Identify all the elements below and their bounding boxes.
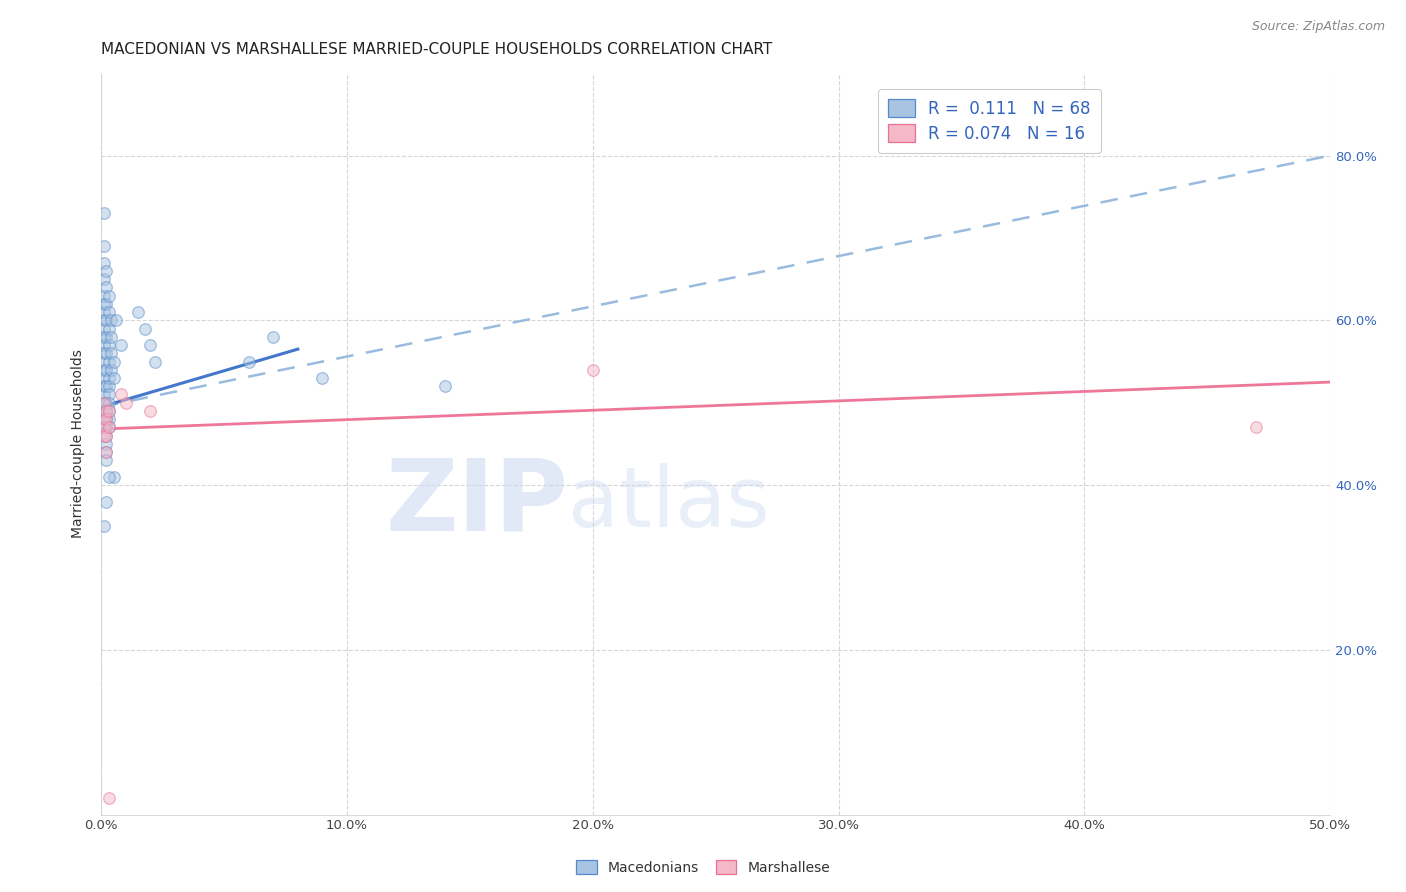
Point [238, 354, 260, 368]
Point [143, 354, 166, 368]
Point [94, 494, 117, 508]
Point [97, 305, 120, 319]
Point [100, 363, 122, 377]
Point [94, 346, 117, 360]
Point [97, 791, 120, 805]
Point [93, 330, 115, 344]
Point [94, 330, 117, 344]
Point [94, 395, 117, 409]
Point [94, 412, 117, 426]
Point [97, 371, 120, 385]
Point [103, 354, 125, 368]
Point [93, 412, 115, 426]
Point [93, 519, 115, 533]
Point [94, 280, 117, 294]
Point [93, 387, 115, 401]
Point [97, 338, 120, 352]
Point [93, 255, 115, 269]
Point [93, 420, 115, 434]
Point [94, 445, 117, 459]
Legend: Macedonians, Marshallese: Macedonians, Marshallese [571, 855, 835, 880]
Point [97, 354, 120, 368]
Point [93, 272, 115, 286]
Point [139, 404, 162, 418]
Point [94, 437, 117, 451]
Point [94, 264, 117, 278]
Point [97, 321, 120, 335]
Point [104, 313, 127, 327]
Point [93, 346, 115, 360]
Text: atlas: atlas [568, 463, 770, 544]
Point [97, 379, 120, 393]
Point [127, 305, 149, 319]
Point [103, 470, 125, 484]
Text: MACEDONIAN VS MARSHALLESE MARRIED-COUPLE HOUSEHOLDS CORRELATION CHART: MACEDONIAN VS MARSHALLESE MARRIED-COUPLE… [101, 42, 772, 57]
Text: Source: ZipAtlas.com: Source: ZipAtlas.com [1251, 20, 1385, 33]
Point [100, 346, 122, 360]
Point [94, 428, 117, 442]
Point [103, 371, 125, 385]
Point [93, 404, 115, 418]
Point [93, 395, 115, 409]
Point [94, 313, 117, 327]
Point [97, 404, 120, 418]
Point [100, 330, 122, 344]
Point [97, 420, 120, 434]
Point [94, 453, 117, 467]
Point [100, 313, 122, 327]
Point [94, 404, 117, 418]
Point [114, 395, 136, 409]
Point [94, 412, 117, 426]
Point [110, 338, 132, 352]
Point [93, 239, 115, 253]
Point [93, 371, 115, 385]
Point [94, 297, 117, 311]
Point [94, 420, 117, 434]
Point [93, 354, 115, 368]
Point [434, 379, 457, 393]
Point [93, 395, 115, 409]
Y-axis label: Married-couple Households: Married-couple Households [72, 350, 86, 538]
Point [97, 288, 120, 302]
Legend: R =  0.111   N = 68, R = 0.074   N = 16: R = 0.111 N = 68, R = 0.074 N = 16 [879, 89, 1101, 153]
Point [110, 387, 132, 401]
Point [582, 363, 605, 377]
Point [262, 330, 284, 344]
Point [94, 445, 117, 459]
Point [97, 395, 120, 409]
Point [97, 404, 120, 418]
Point [94, 404, 117, 418]
Point [93, 288, 115, 302]
Point [93, 379, 115, 393]
Point [134, 321, 156, 335]
Point [97, 387, 120, 401]
Point [93, 305, 115, 319]
Point [94, 363, 117, 377]
Point [93, 321, 115, 335]
Point [1246, 420, 1268, 434]
Point [311, 371, 333, 385]
Point [93, 338, 115, 352]
Point [93, 428, 115, 442]
Point [93, 206, 115, 220]
Point [93, 412, 115, 426]
Point [97, 412, 120, 426]
Text: ZIP: ZIP [385, 455, 568, 551]
Point [93, 363, 115, 377]
Point [97, 420, 120, 434]
Point [97, 470, 120, 484]
Point [93, 313, 115, 327]
Point [93, 297, 115, 311]
Point [139, 338, 162, 352]
Point [94, 379, 117, 393]
Point [94, 428, 117, 442]
